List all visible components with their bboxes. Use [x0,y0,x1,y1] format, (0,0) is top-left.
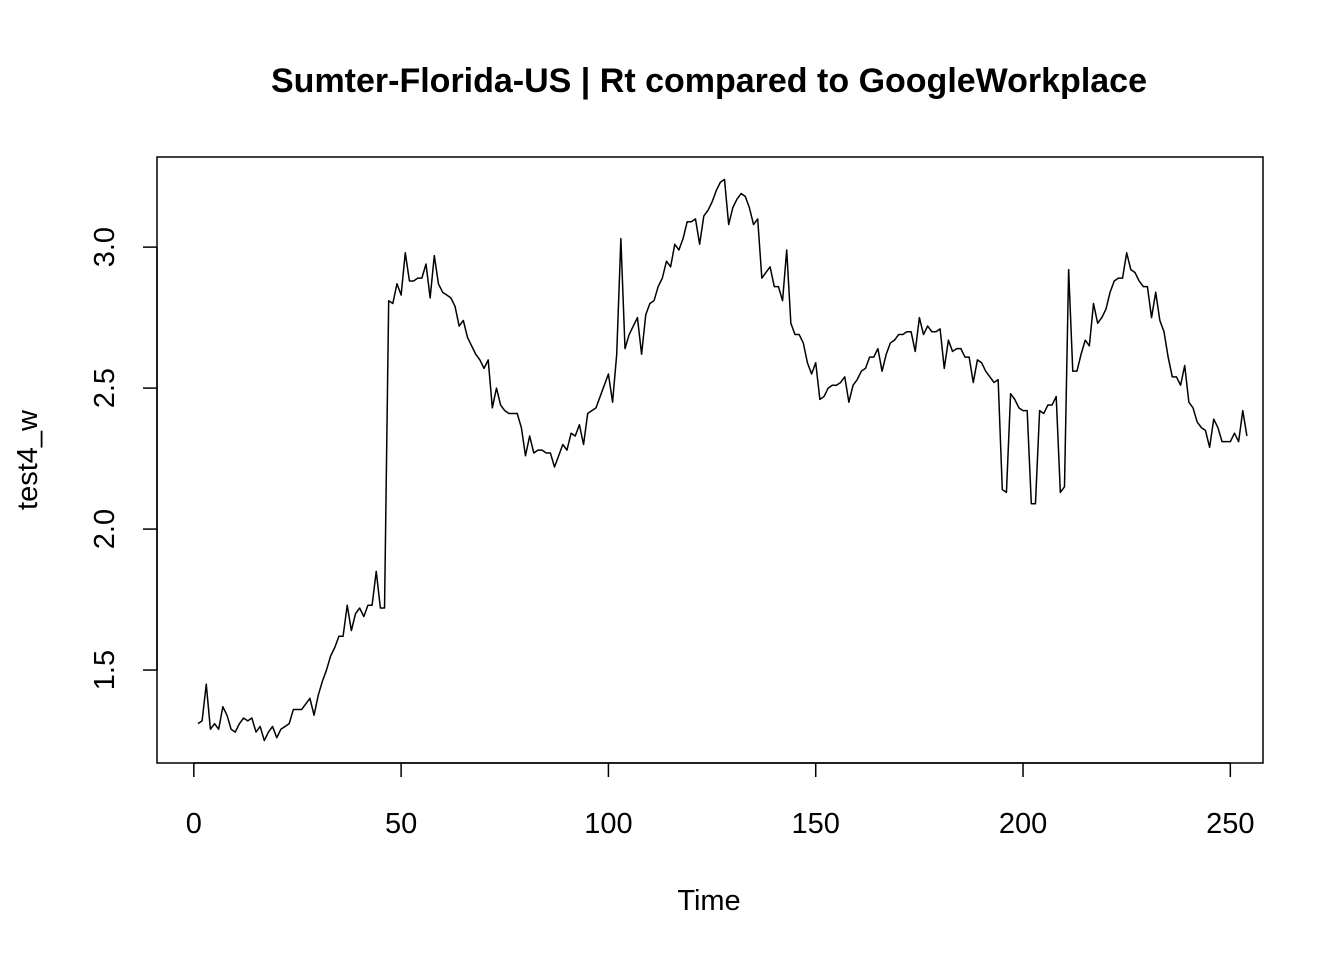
chart-title: Sumter-Florida-US | Rt compared to Googl… [271,62,1147,100]
x-axis-label: Time [677,885,740,917]
y-axis: 1.5 2.0 2.5 3.0 [89,227,158,690]
y-axis-label: test4_w [12,409,44,510]
x-tick-label: 200 [999,808,1047,840]
y-tick-label: 3.0 [89,227,121,267]
x-tick-label: 50 [385,808,417,840]
x-tick-label: 150 [792,808,840,840]
plot-frame [156,156,1264,764]
y-tick-label: 2.0 [89,509,121,549]
x-tick-label: 100 [584,808,632,840]
x-tick-label: 250 [1206,808,1254,840]
y-tick-label: 1.5 [89,650,121,690]
series-line [197,178,1248,742]
x-axis: 0 50 100 150 200 250 [186,762,1255,840]
y-tick-label: 2.5 [89,368,121,408]
x-tick-label: 0 [186,808,202,840]
